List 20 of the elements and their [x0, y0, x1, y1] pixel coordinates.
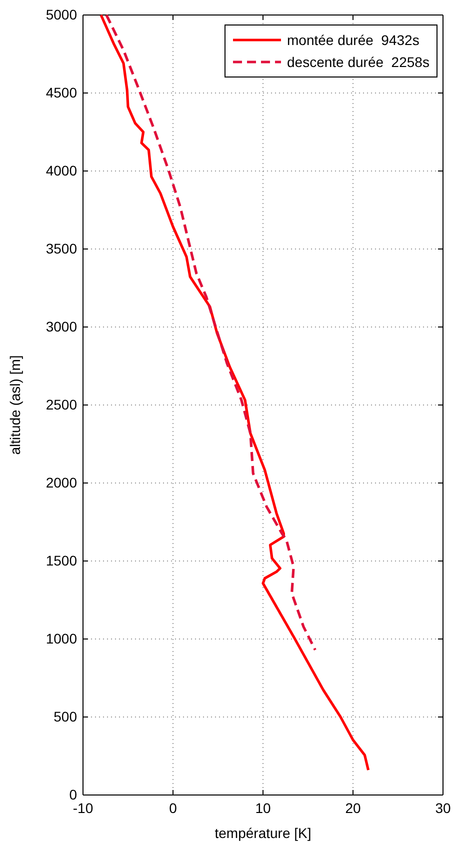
y-tick-label: 3500	[46, 240, 78, 256]
x-tick-label: 10	[255, 800, 271, 816]
y-tick-label: 5000	[46, 6, 78, 22]
x-axis-title: température [K]	[214, 825, 312, 841]
y-tick-label: 0	[69, 786, 78, 802]
x-tick-label: 20	[345, 800, 361, 816]
legend-label: montée durée 9432s	[287, 32, 420, 48]
y-tick-label: 4000	[46, 162, 78, 178]
x-tick-label: 30	[435, 800, 451, 816]
y-tick-label: 1000	[46, 630, 78, 646]
y-tick-label: 4500	[46, 84, 78, 100]
x-tick-label: 0	[169, 800, 178, 816]
y-axis-title: altitude (asl) [m]	[7, 355, 23, 455]
y-tick-label: 2000	[46, 474, 78, 490]
y-tick-label: 1500	[46, 552, 78, 568]
x-tick-label: -10	[72, 800, 94, 816]
y-tick-label: 500	[54, 708, 78, 724]
y-tick-label: 2500	[46, 396, 78, 412]
legend-label: descente durée 2258s	[287, 54, 430, 70]
y-tick-label: 3000	[46, 318, 78, 334]
